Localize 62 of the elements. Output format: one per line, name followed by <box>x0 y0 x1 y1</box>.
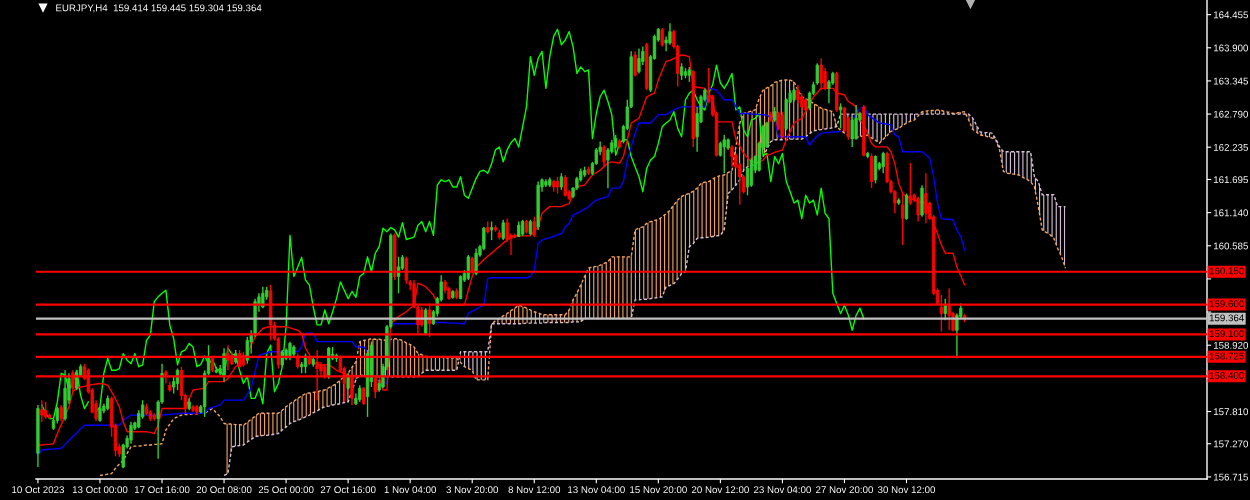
y-tick-label: 158.920 <box>1213 341 1249 349</box>
ref-line-label: 159.600 <box>1209 300 1244 308</box>
y-tick-label: 162.235 <box>1213 143 1248 151</box>
candlestick <box>660 27 664 48</box>
candlestick <box>873 154 878 185</box>
candlestick <box>633 50 637 78</box>
candlestick <box>722 134 726 174</box>
candlestick <box>424 307 428 336</box>
candlestick <box>474 247 478 277</box>
y-tick-label: 157.810 <box>1213 408 1249 416</box>
candlestick <box>501 219 505 241</box>
x-tick-label: 27 Oct 16:00 <box>320 486 376 494</box>
candlestick <box>904 192 909 221</box>
ref-line-label: 158.400 <box>1209 372 1244 379</box>
candlestick <box>288 340 292 361</box>
x-tick-label: 17 Oct 16:00 <box>134 486 190 494</box>
x-tick-label: 15 Nov 20:00 <box>630 486 687 494</box>
x-tick-label: 13 Oct 00:00 <box>72 486 128 494</box>
candlestick <box>664 35 668 53</box>
y-tick-label: 162.790 <box>1213 110 1249 118</box>
x-tick-label: 30 Nov 12:00 <box>877 486 936 494</box>
x-tick-label: 13 Nov 04:00 <box>568 486 625 494</box>
ref-line-label: 158.725 <box>1209 352 1244 360</box>
y-tick-label: 161.695 <box>1213 176 1248 184</box>
y-tick-label: 163.345 <box>1213 77 1248 85</box>
candlestick <box>466 254 470 281</box>
candlestick <box>532 216 536 238</box>
candlestick <box>730 144 734 168</box>
ref-line-label: 159.100 <box>1209 330 1244 338</box>
candlestick <box>40 399 44 423</box>
y-tick-label: 156.715 <box>1213 473 1248 481</box>
x-tick-label: 10 Oct 2023 <box>12 486 64 494</box>
candlestick <box>637 47 641 75</box>
candlestick <box>129 420 133 445</box>
x-tick-label: 25 Oct 00:00 <box>258 486 314 494</box>
y-tick-label: 161.140 <box>1213 209 1249 217</box>
y-tick-label: 164.455 <box>1213 11 1248 19</box>
candlestick <box>222 347 226 383</box>
ref-line-label: 160.150 <box>1209 267 1244 275</box>
y-tick-label: 163.900 <box>1213 44 1249 52</box>
y-tick-label: 160.585 <box>1213 242 1248 250</box>
x-tick-label: 23 Nov 04:00 <box>753 486 811 494</box>
candlestick <box>245 336 249 365</box>
line-series <box>99 79 1067 477</box>
chart-title: EURJPY,H4 159.414 159.445 159.304 159.364 <box>56 4 262 13</box>
x-tick-label: 3 Nov 20:00 <box>446 486 499 494</box>
x-tick-label: 8 Nov 12:00 <box>508 486 561 494</box>
candlestick <box>819 57 823 91</box>
candlestick <box>838 102 843 130</box>
candlestick <box>842 106 847 133</box>
candlestick <box>850 115 854 148</box>
x-tick-label: 20 Oct 08:00 <box>196 486 252 494</box>
ref-line-label: 159.364 <box>1209 314 1244 322</box>
x-tick-label: 20 Nov 12:00 <box>691 486 749 494</box>
candlestick <box>924 172 928 225</box>
x-tick-label: 1 Nov 04:00 <box>384 486 437 494</box>
candlestick <box>602 144 606 168</box>
candlestick <box>916 195 920 223</box>
candlestick <box>881 151 885 174</box>
y-tick-label: 157.270 <box>1213 440 1249 448</box>
x-tick-label: 27 Nov 20:00 <box>816 486 873 494</box>
candlestick <box>780 110 785 140</box>
